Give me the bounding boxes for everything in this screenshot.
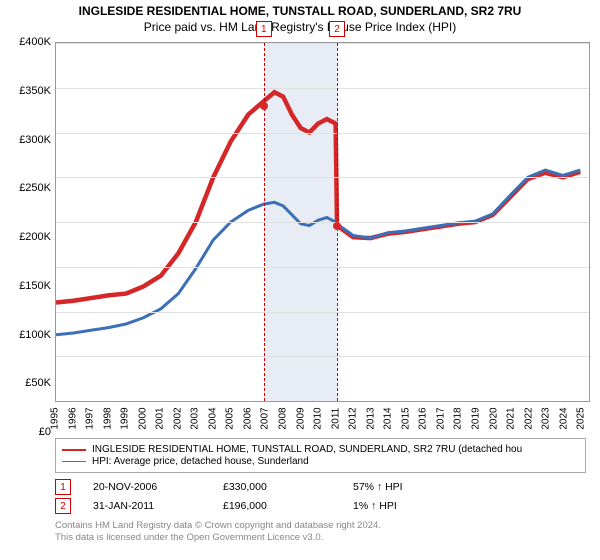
legend: INGLESIDE RESIDENTIAL HOME, TUNSTALL ROA… — [55, 438, 586, 473]
page-title: INGLESIDE RESIDENTIAL HOME, TUNSTALL ROA… — [0, 0, 600, 18]
legend-label: HPI: Average price, detached house, Sund… — [92, 456, 309, 467]
trade-delta: 57% ↑ HPI — [353, 481, 483, 493]
x-tick-label: 2007 — [260, 407, 271, 429]
x-tick-label: 2024 — [558, 407, 569, 429]
x-tick-label: 2019 — [470, 407, 481, 429]
marker-dot — [260, 102, 268, 110]
trade-marker-box: 1 — [55, 479, 71, 495]
y-tick-label: £50K — [25, 377, 51, 389]
y-tick-label: £250K — [19, 182, 51, 194]
footer-line-2: This data is licensed under the Open Gov… — [55, 532, 586, 544]
legend-swatch — [62, 461, 86, 462]
trade-date: 20-NOV-2006 — [93, 481, 223, 493]
series-property — [56, 92, 580, 302]
x-tick-label: 2011 — [330, 408, 341, 430]
x-tick-label: 1998 — [102, 407, 113, 429]
x-tick-label: 2000 — [137, 407, 148, 429]
y-tick-label: £350K — [19, 85, 51, 97]
x-tick-label: 2006 — [242, 407, 253, 429]
x-tick-label: 2017 — [435, 407, 446, 429]
trade-price: £330,000 — [223, 481, 353, 493]
x-tick-label: 2018 — [453, 407, 464, 429]
y-tick-label: £300K — [19, 134, 51, 146]
plot-area: 12 — [55, 42, 590, 402]
x-tick-label: 2021 — [506, 407, 517, 429]
x-tick-label: 2012 — [348, 407, 359, 429]
x-tick-label: 1995 — [50, 407, 61, 429]
x-tick-label: 2016 — [418, 407, 429, 429]
x-tick-label: 2015 — [400, 407, 411, 429]
footer-attribution: Contains HM Land Registry data © Crown c… — [55, 520, 586, 545]
x-tick-label: 2025 — [576, 407, 587, 429]
y-axis: £0£50K£100K£150K£200K£250K£300K£350K£400… — [10, 42, 55, 432]
x-tick-label: 2014 — [383, 407, 394, 429]
trade-price: £196,000 — [223, 500, 353, 512]
x-tick-label: 2013 — [365, 407, 376, 429]
x-tick-label: 2004 — [207, 407, 218, 429]
x-axis: 1995199619971998199920002001200220032004… — [55, 402, 590, 432]
marker-line — [264, 43, 265, 401]
legend-swatch — [62, 449, 86, 451]
legend-label: INGLESIDE RESIDENTIAL HOME, TUNSTALL ROA… — [92, 444, 522, 455]
legend-item: HPI: Average price, detached house, Sund… — [62, 456, 579, 467]
legend-item: INGLESIDE RESIDENTIAL HOME, TUNSTALL ROA… — [62, 444, 579, 455]
x-tick-label: 2002 — [172, 407, 183, 429]
trade-date: 31-JAN-2011 — [93, 500, 223, 512]
x-tick-label: 2005 — [225, 407, 236, 429]
series-hpi — [56, 170, 580, 335]
trade-row: 2 31-JAN-2011£196,0001% ↑ HPI — [55, 498, 586, 514]
x-tick-label: 2022 — [523, 407, 534, 429]
x-tick-label: 1996 — [67, 407, 78, 429]
footer-line-1: Contains HM Land Registry data © Crown c… — [55, 520, 586, 532]
y-tick-label: £150K — [19, 280, 51, 292]
marker-box: 1 — [256, 21, 272, 37]
x-tick-label: 2009 — [295, 407, 306, 429]
marker-box: 2 — [329, 21, 345, 37]
y-tick-label: £100K — [19, 329, 51, 341]
x-tick-label: 1999 — [120, 407, 131, 429]
trade-marker-box: 2 — [55, 498, 71, 514]
trade-delta: 1% ↑ HPI — [353, 500, 483, 512]
x-tick-label: 2001 — [155, 407, 166, 429]
page-subtitle: Price paid vs. HM Land Registry's House … — [0, 18, 600, 34]
y-tick-label: £400K — [19, 36, 51, 48]
trades-table: 1 20-NOV-2006£330,00057% ↑ HPI 2 31-JAN-201… — [55, 479, 586, 514]
chart: £0£50K£100K£150K£200K£250K£300K£350K£400… — [10, 42, 590, 432]
x-tick-label: 2010 — [313, 407, 324, 429]
y-tick-label: £200K — [19, 231, 51, 243]
x-tick-label: 2003 — [190, 407, 201, 429]
x-tick-label: 2008 — [278, 407, 289, 429]
marker-dot — [333, 222, 341, 230]
x-tick-label: 1997 — [85, 407, 96, 429]
trade-row: 1 20-NOV-2006£330,00057% ↑ HPI — [55, 479, 586, 495]
x-tick-label: 2020 — [488, 407, 499, 429]
x-tick-label: 2023 — [541, 407, 552, 429]
